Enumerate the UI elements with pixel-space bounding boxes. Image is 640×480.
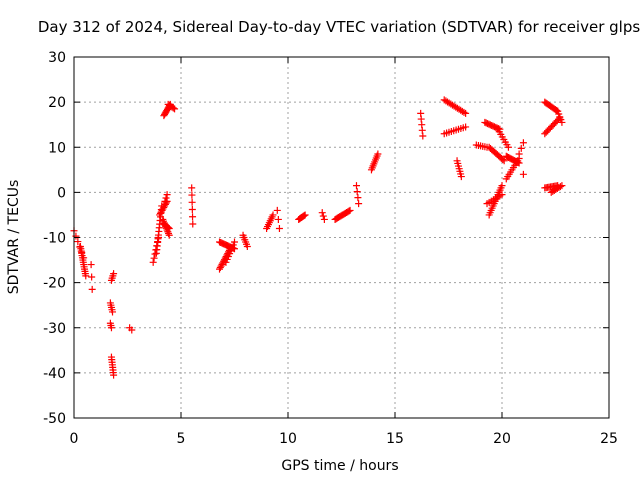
- axis-ticks: 0 5 10 15 20 25 -50 -40 -30 -20 -10 0 10 20 30: [43, 50, 618, 447]
- data-point: [301, 211, 309, 219]
- data-point: [107, 324, 115, 332]
- data-point: [159, 205, 167, 213]
- data-point: [188, 184, 196, 192]
- data-point: [151, 250, 159, 258]
- data-point: [163, 191, 171, 199]
- x-tick-label: 5: [177, 431, 186, 447]
- data-points: [70, 96, 566, 379]
- data-point: [498, 182, 506, 190]
- data-point: [318, 209, 326, 217]
- data-point: [164, 224, 172, 232]
- data-point: [87, 261, 95, 269]
- data-point: [156, 209, 164, 217]
- data-point: [457, 173, 465, 181]
- y-tick-label: -10: [43, 231, 66, 247]
- data-point: [374, 150, 382, 158]
- x-axis-label: GPS time / hours: [281, 458, 398, 474]
- data-point: [500, 157, 508, 165]
- data-point: [150, 254, 158, 262]
- y-tick-label: 0: [57, 185, 66, 201]
- data-point: [517, 144, 525, 152]
- data-point: [355, 200, 363, 208]
- data-point: [504, 143, 512, 151]
- data-point: [352, 182, 360, 190]
- data-point: [556, 183, 564, 191]
- y-tick-label: 30: [48, 50, 66, 66]
- data-point: [165, 224, 173, 232]
- data-point: [158, 206, 166, 214]
- data-point: [462, 109, 470, 117]
- x-tick-label: 25: [600, 431, 618, 447]
- x-tick-label: 15: [386, 431, 404, 447]
- data-point: [274, 215, 282, 223]
- y-tick-label: -30: [43, 321, 66, 337]
- data-point: [82, 272, 90, 280]
- data-point: [346, 206, 354, 214]
- chart-title: Day 312 of 2024, Sidereal Day-to-day VTE…: [38, 18, 640, 36]
- y-axis-label: SDTVAR / TECUs: [6, 180, 22, 295]
- data-point: [128, 326, 136, 334]
- data-point: [165, 231, 173, 239]
- data-point: [419, 132, 427, 140]
- data-point: [353, 188, 361, 196]
- data-point: [189, 213, 197, 221]
- data-point: [499, 156, 507, 164]
- data-point: [462, 123, 470, 131]
- data-point: [188, 191, 196, 199]
- data-point: [515, 150, 523, 158]
- y-tick-label: -50: [43, 411, 66, 427]
- data-point: [519, 139, 527, 147]
- data-point: [189, 220, 197, 228]
- data-point: [319, 212, 327, 220]
- data-point: [74, 238, 82, 246]
- data-point: [217, 262, 225, 270]
- data-point: [556, 114, 564, 122]
- data-point: [188, 198, 196, 206]
- data-point: [149, 258, 157, 266]
- data-point: [171, 105, 179, 113]
- data-point: [88, 273, 96, 281]
- y-tick-label: -40: [43, 366, 66, 382]
- data-point: [273, 206, 281, 214]
- gridlines: [74, 57, 609, 418]
- data-point: [188, 206, 196, 214]
- data-point: [231, 238, 238, 246]
- data-point: [354, 194, 362, 202]
- data-point: [554, 115, 562, 123]
- data-point: [160, 203, 168, 211]
- data-point: [300, 212, 308, 220]
- data-point: [157, 208, 165, 216]
- data-point: [164, 223, 172, 231]
- y-tick-label: 10: [48, 140, 66, 156]
- data-point: [161, 197, 169, 205]
- y-tick-label: -20: [43, 276, 66, 292]
- data-point: [558, 182, 566, 190]
- data-point: [216, 264, 224, 272]
- data-point: [109, 308, 117, 316]
- data-point: [243, 243, 251, 251]
- x-tick-label: 20: [493, 431, 511, 447]
- data-point: [216, 265, 224, 273]
- data-point: [110, 270, 118, 278]
- data-point: [110, 371, 118, 379]
- data-point: [162, 194, 170, 202]
- data-point: [320, 215, 328, 223]
- data-point: [169, 104, 177, 112]
- data-point: [218, 260, 226, 268]
- data-point: [494, 125, 502, 133]
- data-point: [519, 170, 527, 178]
- x-tick-label: 10: [279, 431, 297, 447]
- data-point: [558, 118, 566, 126]
- x-tick-label: 0: [70, 431, 79, 447]
- data-point: [552, 106, 560, 114]
- data-point: [460, 108, 468, 116]
- data-point: [345, 207, 353, 215]
- data-point: [269, 211, 277, 219]
- data-point: [88, 285, 96, 293]
- data-point: [275, 224, 283, 232]
- data-point: [156, 211, 164, 219]
- y-tick-label: 20: [48, 95, 66, 111]
